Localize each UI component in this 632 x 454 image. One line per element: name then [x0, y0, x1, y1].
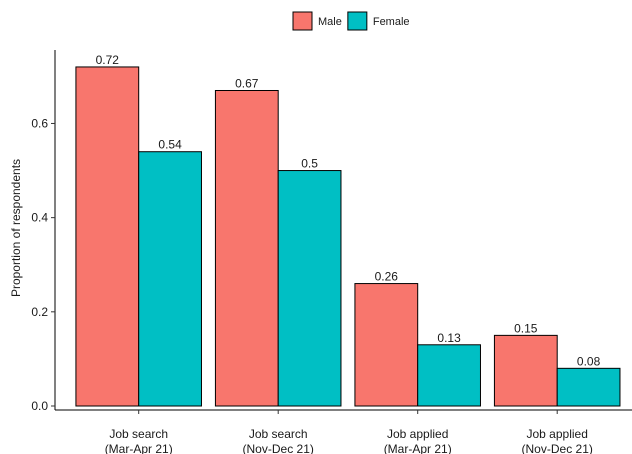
- bar: [277, 170, 342, 407]
- bar: [138, 151, 202, 407]
- legend-label: Female: [373, 16, 410, 28]
- value-label: 0.5: [301, 157, 318, 171]
- bar: [214, 89, 279, 407]
- y-tick-label: 0.0: [31, 399, 48, 413]
- x-tick-label: Job applied (Nov-Dec 21): [522, 427, 593, 454]
- value-label: 0.67: [235, 76, 259, 90]
- value-label: 0.72: [96, 53, 120, 67]
- bar: [556, 367, 621, 407]
- bar: [417, 344, 481, 407]
- bar: [354, 283, 419, 407]
- bar: [493, 334, 558, 407]
- y-tick-label: 0.2: [31, 305, 48, 319]
- x-tick-label: Job search (Mar-Apr 21): [105, 427, 173, 454]
- legend-swatch: [292, 11, 313, 31]
- y-tick-label: 0.6: [31, 116, 48, 130]
- legend-label: Male: [318, 16, 342, 28]
- y-tick-label: 0.4: [31, 211, 48, 225]
- value-label: 0.15: [514, 321, 538, 335]
- value-label: 0.26: [375, 270, 399, 284]
- value-label: 0.13: [437, 331, 461, 345]
- value-label: 0.54: [158, 138, 182, 152]
- x-tick-label: Job search (Nov-Dec 21): [243, 427, 314, 454]
- bar: [75, 66, 140, 407]
- value-label: 0.08: [577, 354, 601, 368]
- legend-swatch: [347, 11, 368, 31]
- x-tick-label: Job applied (Mar-Apr 21): [384, 427, 452, 454]
- y-axis-label: Proportion of respondents: [9, 159, 23, 297]
